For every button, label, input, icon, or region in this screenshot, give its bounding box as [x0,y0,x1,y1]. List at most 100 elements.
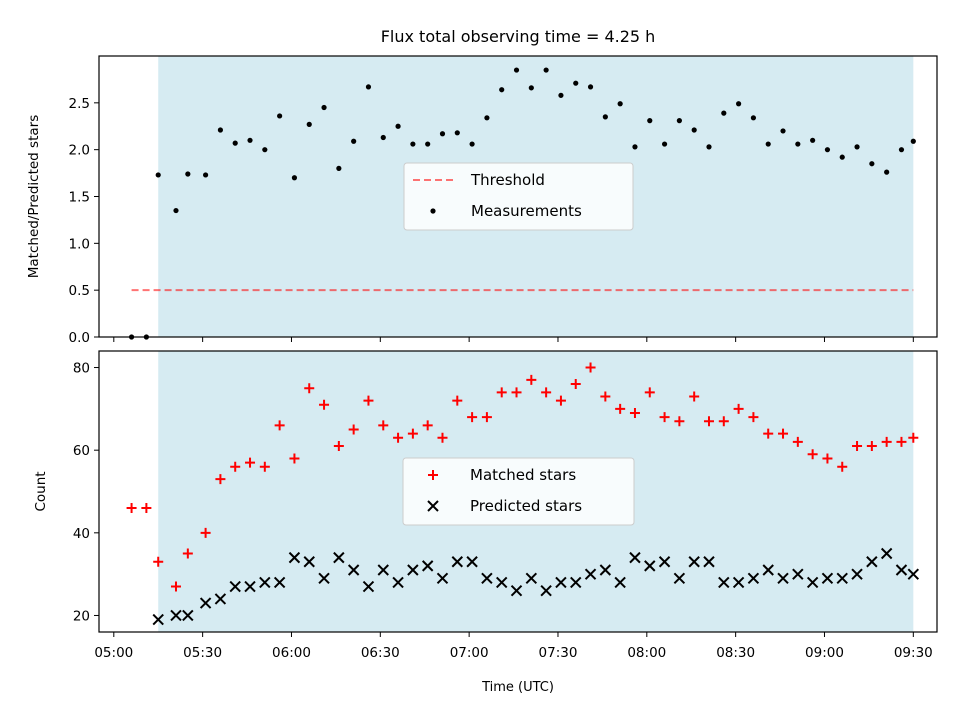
matched-star-point [467,412,478,423]
matched-star-point [822,453,833,464]
predicted-star-point [673,572,686,584]
x-axis-label: Time (UTC) [481,680,554,695]
measurement-point [558,92,564,98]
legend-label: Predicted stars [470,497,582,515]
matched-star-point [718,416,729,427]
x-tick-label: 05:00 [94,645,133,661]
predicted-star-point [777,572,789,584]
matched-star-point [526,374,537,385]
measurement-point [380,134,386,141]
measurement-point [336,165,342,171]
matched-star-point [319,399,330,410]
predicted-star-point [629,551,641,564]
matched-star-point [659,412,670,423]
predicted-star-point [259,576,271,589]
matched-star-point [733,403,744,414]
matched-star-point [615,403,626,414]
predicted-star-point [614,576,626,589]
measurement-point [810,137,816,143]
measurement-point [306,121,312,127]
matched-star-point [378,420,389,431]
measurement-point [217,127,224,133]
measurement-point [351,138,357,144]
matched-star-point [126,503,137,514]
predicted-star-point [273,576,286,589]
measurement-point [602,114,608,120]
matched-star-point [259,461,270,472]
measurement-point [750,115,757,121]
measurement-point [173,207,179,214]
predicted-star-point [866,556,878,568]
y-tick-label: 0.5 [69,283,90,299]
predicted-star-point [644,560,656,572]
matched-star-point [200,527,211,538]
predicted-star-point [584,568,597,580]
matched-star-point [333,441,344,452]
y-tick-label: 2.5 [69,96,90,112]
measurement-point [869,161,875,167]
matched-star-point [289,453,300,464]
measurement-point [573,80,579,86]
predicted-star-point [703,556,715,568]
measurement-point [203,172,209,178]
predicted-star-point [718,576,730,589]
measurement-point [395,123,401,129]
measurement-point [795,141,801,147]
predicted-star-point [407,564,419,576]
measurement-point [587,84,594,90]
legend-predicted-swatch [427,500,439,512]
matched-star-point [570,379,581,390]
predicted-star-point [599,564,612,576]
measurement-point [647,118,653,124]
matched-star-point [852,441,863,452]
legend-label: Measurements [471,202,582,220]
matched-star-point [437,432,448,443]
y-tick-label: 1.5 [69,190,90,206]
predicted-star-point [303,556,315,568]
matched-star-point [674,416,685,427]
x-tick-label: 06:00 [272,645,311,661]
count-panel: 20 40 60 80 05:00 05:30 06:00 06:30 07:00 07:30 08… [33,350,938,661]
legend-measurement-swatch [430,208,436,214]
legend-label: Threshold [470,171,545,189]
measurement-point [661,141,668,147]
measurement-point [898,147,905,153]
legend-box [403,162,634,231]
predicted-star-point [747,572,760,584]
predicted-star-point [199,597,212,609]
predicted-star-point [481,572,493,584]
measurement-point [365,84,372,90]
predicted-star-point [451,556,464,568]
predicted-star-point [658,556,671,568]
matched-star-point [215,474,226,485]
matched-star-point [363,395,374,406]
measurement-point [439,131,446,137]
measurement-point [617,101,623,107]
x-tick-label: 07:30 [539,645,578,661]
measurement-point [721,110,727,116]
measurement-point [469,141,475,147]
measurement-point [543,67,549,73]
y-tick-label: 0.0 [69,330,90,346]
measurement-point [410,141,416,147]
matched-star-point [629,407,640,418]
measurement-point [910,138,916,144]
predicted-star-point [229,580,241,593]
predicted-star-point [688,556,700,568]
predicted-star-point [182,609,194,622]
matched-star-point [141,503,152,514]
legend-box [402,457,635,526]
measurement-point [247,137,253,143]
x-tick-label: 08:30 [716,645,755,661]
measurement-point [155,172,161,178]
plot-frame [98,55,938,338]
matched-star-point [511,387,522,398]
predicted-star-point [214,593,227,605]
matched-star-point [153,556,164,567]
matched-star-point [348,424,359,435]
y-axis-label: Count [33,471,49,511]
predicted-star-point [836,572,848,584]
x-tick-label: 08:00 [627,645,666,661]
measurement-point [232,140,238,146]
matched-star-point [689,391,700,402]
